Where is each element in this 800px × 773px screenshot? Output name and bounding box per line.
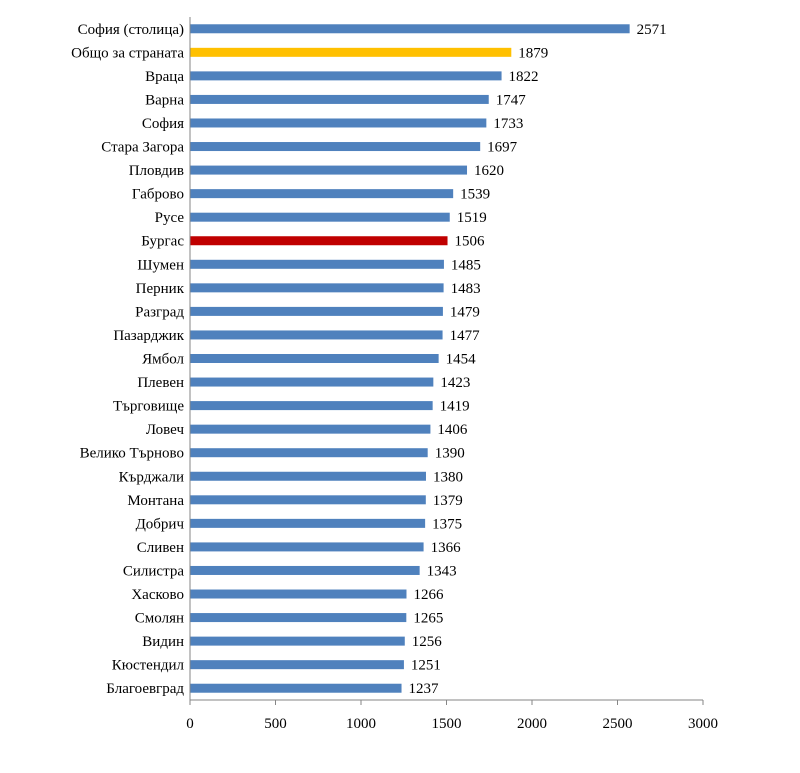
category-label: Ловеч — [146, 422, 185, 438]
bar-10 — [190, 236, 448, 246]
category-label: Благоевград — [106, 681, 184, 697]
category-label: Общо за страната — [71, 45, 184, 61]
category-label: София — [142, 116, 184, 132]
value-label: 1265 — [413, 611, 443, 627]
category-label: Плевен — [137, 375, 184, 391]
value-label: 1822 — [509, 69, 539, 85]
bars-group — [190, 24, 630, 693]
value-label: 1423 — [440, 375, 470, 391]
value-label: 1343 — [427, 563, 457, 579]
bar-28 — [190, 660, 404, 670]
bar-22 — [190, 518, 426, 528]
value-label: 1519 — [457, 210, 487, 226]
value-label: 1406 — [437, 422, 468, 438]
value-label: 1379 — [433, 493, 463, 509]
value-label: 1733 — [493, 116, 523, 132]
value-labels-group: 2571 1879 1822 1747 1733 1697 1620 1539 1519 1506… — [409, 22, 667, 697]
category-label: Варна — [145, 92, 184, 108]
value-label: 1366 — [431, 540, 462, 556]
x-tick-label: 0 — [186, 716, 194, 732]
value-label: 1483 — [451, 281, 481, 297]
category-label: Русе — [155, 210, 185, 226]
bar-13 — [190, 306, 443, 316]
value-label: 1477 — [450, 328, 481, 344]
bar-2 — [190, 47, 512, 57]
bar-15 — [190, 354, 439, 363]
category-label: Пазарджик — [113, 328, 184, 344]
category-label: Шумен — [137, 257, 184, 273]
bar-16 — [190, 377, 434, 387]
bar-11 — [190, 259, 444, 269]
category-label: Хасково — [131, 587, 184, 603]
bar-23 — [190, 542, 424, 552]
bar-6 — [190, 142, 481, 152]
bar-17 — [190, 401, 433, 411]
bar-12 — [190, 283, 444, 293]
bar-3 — [190, 71, 502, 81]
value-label: 1266 — [413, 587, 444, 603]
category-labels-group: София (столица) Общо за страната Враца Варн… — [71, 22, 185, 697]
x-ticks-group: 0 500 1000 1500 2000 2500 3000 — [186, 700, 718, 732]
value-label: 1879 — [518, 45, 548, 61]
category-label: Кърджали — [119, 469, 184, 485]
category-label: Видин — [142, 634, 184, 650]
bar-21 — [190, 495, 426, 505]
value-label: 1485 — [451, 257, 481, 273]
bar-8 — [190, 189, 454, 199]
bar-20 — [190, 471, 426, 481]
value-label: 1380 — [433, 469, 463, 485]
bar-18 — [190, 424, 431, 434]
value-label: 1419 — [440, 399, 470, 415]
value-label: 1479 — [450, 304, 480, 320]
x-tick-label: 500 — [264, 716, 287, 732]
value-label: 1390 — [435, 446, 465, 462]
value-label: 1539 — [460, 187, 490, 203]
category-label: Сливен — [137, 540, 184, 556]
value-label: 1251 — [411, 658, 441, 674]
category-label: Стара Загора — [101, 140, 184, 156]
value-label: 1697 — [487, 140, 518, 156]
bar-25 — [190, 589, 407, 599]
value-label: 1454 — [446, 352, 477, 368]
category-label: Добрич — [136, 516, 185, 532]
category-label: Ямбол — [142, 352, 184, 368]
x-tick-label: 1500 — [432, 716, 462, 732]
bar-1 — [190, 24, 630, 34]
category-label: Перник — [136, 281, 185, 297]
category-label: Бургас — [141, 234, 184, 250]
value-label: 1506 — [455, 234, 486, 250]
category-label: Кюстендил — [112, 658, 185, 674]
category-label: Монтана — [127, 493, 184, 509]
bar-7 — [190, 165, 468, 175]
category-label: Смолян — [135, 611, 184, 627]
value-label: 1237 — [409, 681, 440, 697]
x-tick-label: 1000 — [346, 716, 376, 732]
value-label: 1620 — [474, 163, 504, 179]
value-label: 1747 — [496, 92, 527, 108]
bar-26 — [190, 613, 407, 623]
category-label: Велико Търново — [80, 446, 184, 462]
bar-24 — [190, 565, 420, 575]
category-label: Разград — [135, 304, 184, 320]
category-label: Силистра — [123, 563, 184, 579]
category-label: София (столица) — [78, 22, 184, 38]
bar-5 — [190, 118, 487, 128]
bar-29 — [190, 683, 402, 693]
value-label: 1256 — [412, 634, 443, 650]
category-label: Пловдив — [129, 163, 184, 179]
category-label: Габрово — [132, 187, 184, 203]
bar-27 — [190, 636, 405, 646]
value-label: 2571 — [637, 22, 667, 38]
x-tick-label: 2500 — [603, 716, 633, 732]
bar-19 — [190, 448, 428, 458]
category-label: Враца — [145, 69, 184, 85]
bar-9 — [190, 212, 450, 222]
value-label: 1375 — [432, 516, 462, 532]
category-label: Търговище — [113, 399, 184, 415]
x-tick-label: 2000 — [517, 716, 547, 732]
bar-14 — [190, 330, 443, 340]
x-tick-label: 3000 — [688, 716, 718, 732]
bar-4 — [190, 94, 489, 104]
